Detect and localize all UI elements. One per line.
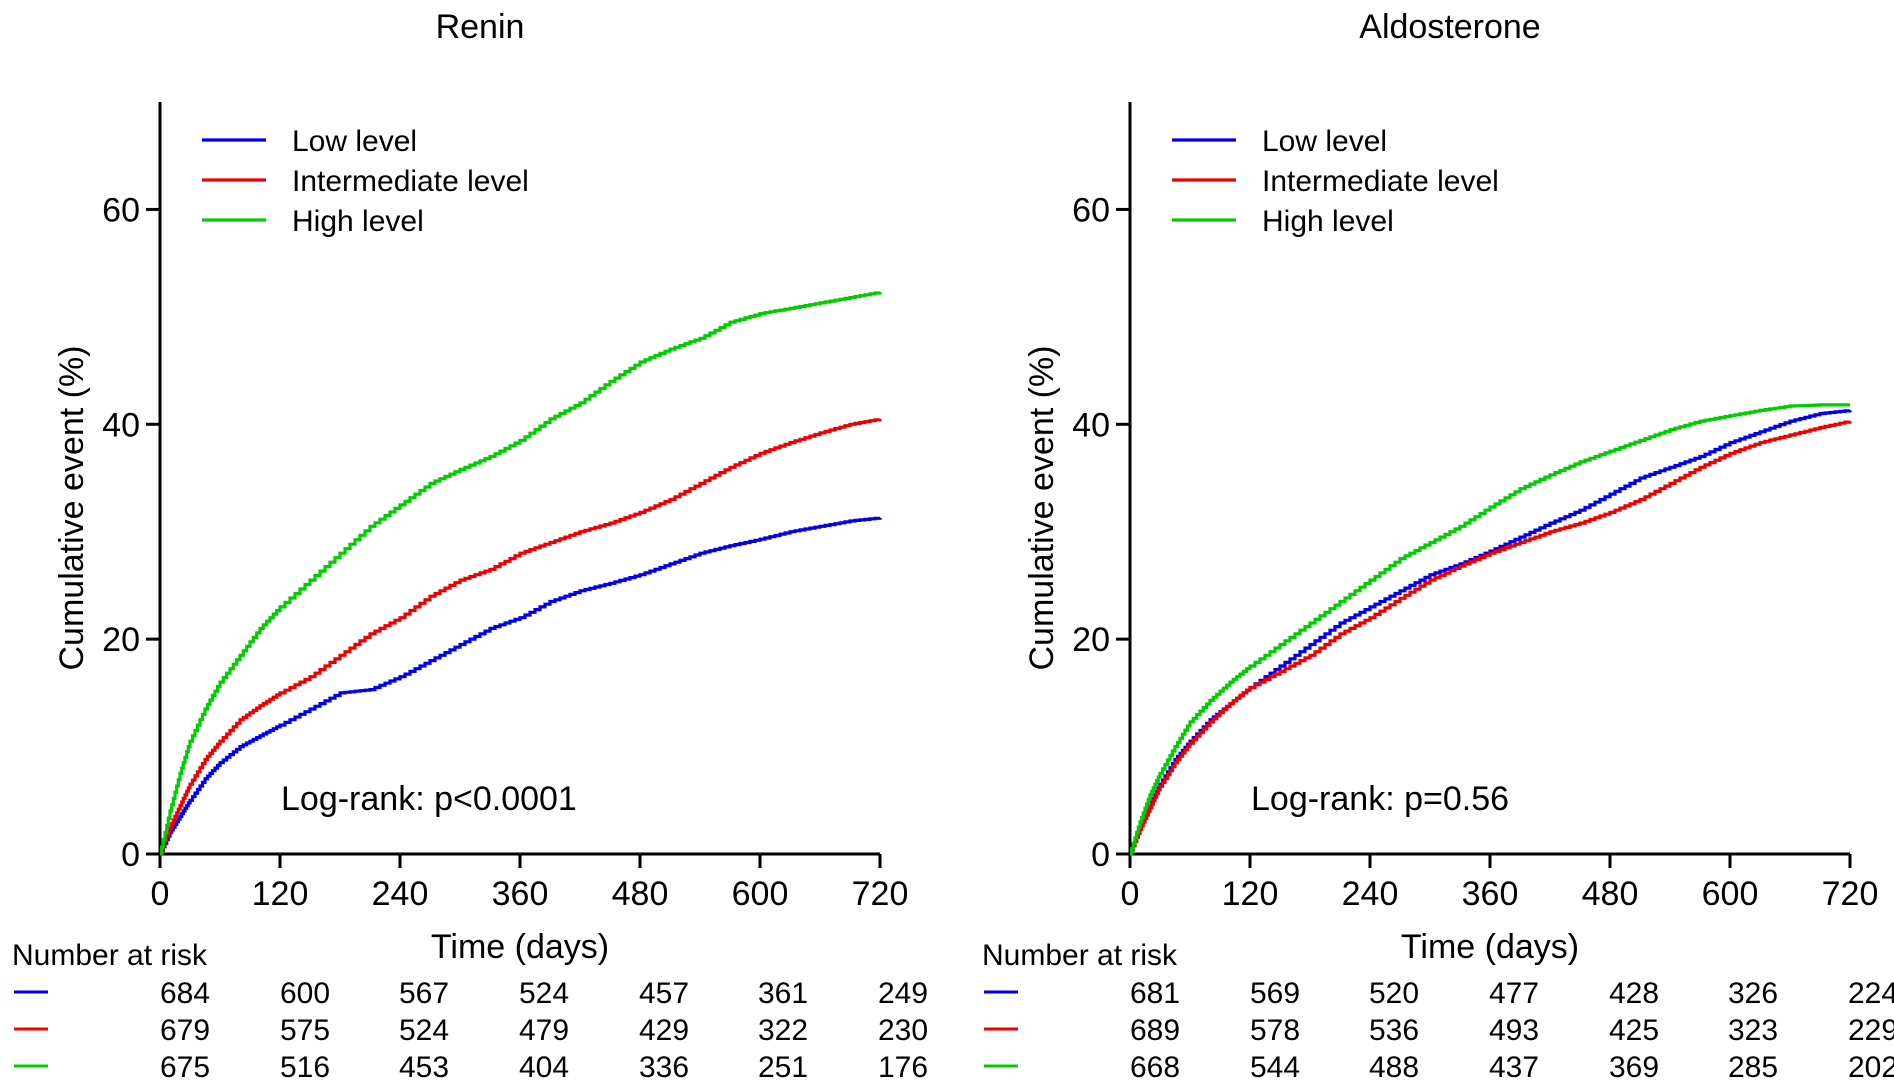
- risk-value: 230: [878, 1014, 928, 1047]
- legend-label: Low level: [292, 125, 417, 158]
- risk-value: 569: [1250, 977, 1300, 1010]
- risk-value: 437: [1489, 1051, 1539, 1084]
- x-tick-label: 0: [151, 875, 170, 913]
- risk-value: 229: [1848, 1014, 1894, 1047]
- y-tick-label: 40: [1072, 406, 1110, 444]
- risk-table-title: Number at risk: [12, 939, 208, 972]
- number-at-risk-table: Number at risk 684 600 567 524 457 361 249 679 57…: [12, 939, 928, 1084]
- risk-value: 488: [1369, 1051, 1419, 1084]
- risk-value: 336: [639, 1051, 689, 1084]
- risk-value: 176: [878, 1051, 928, 1084]
- chart-title: Renin: [436, 8, 525, 46]
- risk-value: 681: [1130, 977, 1180, 1010]
- x-tick-label: 240: [372, 875, 429, 913]
- risk-value: 322: [758, 1014, 808, 1047]
- risk-value: 224: [1848, 977, 1894, 1010]
- x-tick-label: 720: [852, 875, 909, 913]
- risk-value: 689: [1130, 1014, 1180, 1047]
- risk-value: 684: [160, 977, 210, 1010]
- risk-value: 668: [1130, 1051, 1180, 1084]
- risk-value: 567: [399, 977, 449, 1010]
- risk-value: 520: [1369, 977, 1419, 1010]
- x-tick-label: 360: [1462, 875, 1519, 913]
- y-axis-label: Cumulative event (%): [53, 345, 91, 670]
- risk-value: 428: [1609, 977, 1659, 1010]
- y-axis-label: Cumulative event (%): [1023, 345, 1061, 670]
- number-at-risk-table: Number at risk 681 569 520 477 428 326 224 689 57…: [982, 939, 1894, 1084]
- legend-label: Intermediate level: [292, 165, 529, 198]
- y-tick-label: 0: [1091, 836, 1110, 874]
- risk-value: 524: [519, 977, 569, 1010]
- y-tick-label: 40: [102, 406, 140, 444]
- legend: Low level Intermediate level High level: [1172, 125, 1499, 238]
- risk-value: 361: [758, 977, 808, 1010]
- legend-label: High level: [1262, 205, 1394, 238]
- x-tick-label: 240: [1342, 875, 1399, 913]
- x-tick-label: 120: [252, 875, 309, 913]
- legend: Low level Intermediate level High level: [202, 125, 529, 238]
- legend-label: Intermediate level: [1262, 165, 1499, 198]
- risk-value: 575: [280, 1014, 330, 1047]
- risk-table-title: Number at risk: [982, 939, 1178, 972]
- risk-value: 544: [1250, 1051, 1300, 1084]
- legend-label: High level: [292, 205, 424, 238]
- risk-value: 369: [1609, 1051, 1659, 1084]
- x-axis-label: Time (days): [1401, 928, 1579, 966]
- log-rank-annotation: Log-rank: p=0.56: [1251, 780, 1509, 818]
- log-rank-annotation: Log-rank: p<0.0001: [281, 780, 577, 818]
- x-tick-label: 480: [1582, 875, 1639, 913]
- y-tick-label: 60: [1072, 191, 1110, 229]
- risk-value: 679: [160, 1014, 210, 1047]
- x-tick-label: 600: [1702, 875, 1759, 913]
- chart-title: Aldosterone: [1359, 8, 1540, 46]
- y-tick-label: 20: [1072, 621, 1110, 659]
- risk-value: 323: [1728, 1014, 1778, 1047]
- x-tick-label: 0: [1121, 875, 1140, 913]
- series-line-high-level: [1130, 403, 1850, 856]
- x-axis-label: Time (days): [431, 928, 609, 966]
- x-tick-label: 360: [492, 875, 549, 913]
- risk-value: 516: [280, 1051, 330, 1084]
- risk-value: 425: [1609, 1014, 1659, 1047]
- risk-value: 249: [878, 977, 928, 1010]
- risk-value: 675: [160, 1051, 210, 1084]
- legend-label: Low level: [1262, 125, 1387, 158]
- y-tick-label: 20: [102, 621, 140, 659]
- risk-value: 202: [1848, 1051, 1894, 1084]
- x-tick-label: 480: [612, 875, 669, 913]
- risk-value: 285: [1728, 1051, 1778, 1084]
- series-line-intermediate-level: [1130, 420, 1852, 856]
- risk-value: 600: [280, 977, 330, 1010]
- risk-value: 457: [639, 977, 689, 1010]
- y-tick-label: 60: [102, 191, 140, 229]
- series-line-high-level: [160, 291, 882, 856]
- series-line-low-level: [1130, 409, 1852, 856]
- series-line-low-level: [160, 516, 882, 856]
- risk-value: 251: [758, 1051, 808, 1084]
- risk-value: 429: [639, 1014, 689, 1047]
- series-line-intermediate-level: [160, 418, 882, 856]
- risk-value: 493: [1489, 1014, 1539, 1047]
- risk-value: 524: [399, 1014, 449, 1047]
- risk-value: 453: [399, 1051, 449, 1084]
- x-tick-label: 720: [1822, 875, 1879, 913]
- x-tick-label: 120: [1222, 875, 1279, 913]
- risk-value: 578: [1250, 1014, 1300, 1047]
- risk-value: 536: [1369, 1014, 1419, 1047]
- risk-value: 326: [1728, 977, 1778, 1010]
- risk-value: 477: [1489, 977, 1539, 1010]
- risk-value: 404: [519, 1051, 569, 1084]
- risk-value: 479: [519, 1014, 569, 1047]
- y-tick-label: 0: [121, 836, 140, 874]
- x-tick-label: 600: [732, 875, 789, 913]
